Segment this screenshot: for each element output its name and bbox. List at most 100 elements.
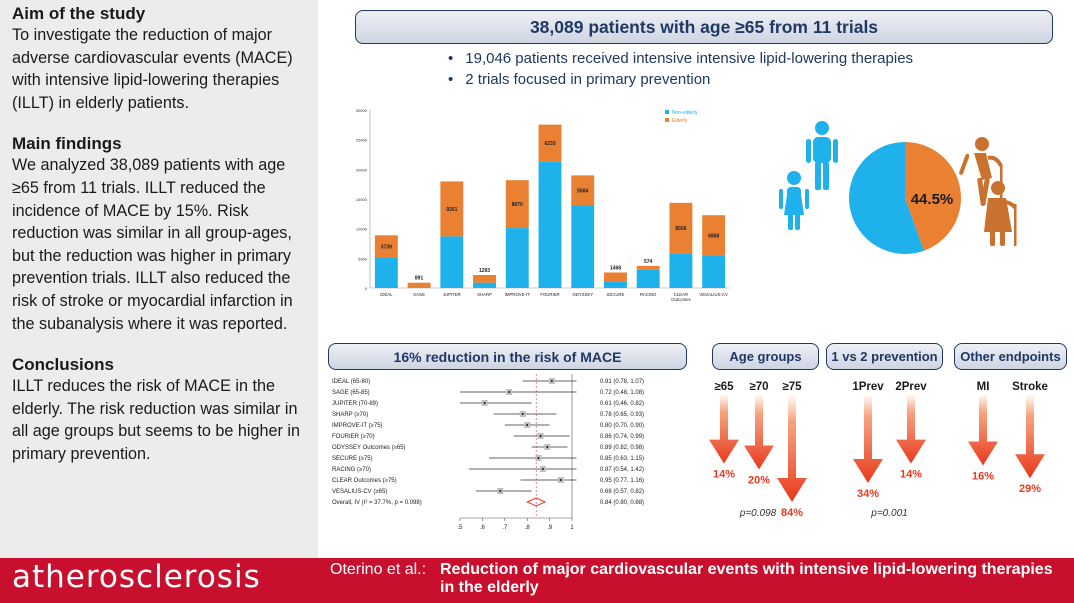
point-estimate bbox=[521, 413, 524, 415]
aim-text: To investigate the reduction of major ad… bbox=[12, 26, 293, 112]
bullet-item: 19,046 patients received intensive inten… bbox=[448, 48, 913, 69]
bar-elderly bbox=[538, 124, 562, 162]
group-label: 1Prev bbox=[852, 381, 884, 393]
bar-data-label: 9261 bbox=[446, 207, 457, 213]
pie-slice-non-elderly bbox=[849, 142, 924, 254]
bar-data-label: 5084 bbox=[577, 188, 588, 194]
elderly-share-graphic: 44.5% bbox=[779, 121, 1017, 254]
prevention-title: 1 vs 2 prevention bbox=[826, 343, 943, 370]
mace-forest-plot: IDEAL (65-80) 0.91 (0.78, 1.07) SAGE (65-8… bbox=[332, 374, 644, 531]
group-label: ≥65 bbox=[714, 381, 734, 393]
study-label: IMPROVE-IT (≥75) bbox=[332, 423, 383, 429]
p-value: p=0.098 bbox=[739, 508, 777, 519]
bar-non-elderly bbox=[505, 228, 529, 288]
y-tick-label: 5000 bbox=[358, 256, 368, 261]
study-label: SHARP (≥70) bbox=[332, 412, 368, 418]
x-category-label: IDEAL bbox=[380, 292, 393, 297]
elderly-people-icon bbox=[959, 137, 1017, 246]
bar-data-label: 8070 bbox=[512, 202, 523, 208]
effect-estimate-text: 0.72 (0.48, 1.08) bbox=[600, 390, 644, 396]
findings-text: We analyzed 38,089 patients with age ≥65… bbox=[12, 156, 293, 333]
risk-reduction-value: 84% bbox=[781, 507, 803, 519]
bar-non-elderly bbox=[538, 161, 562, 288]
journal-name: atherosclerosis bbox=[12, 559, 261, 595]
effect-estimate-text: 0.78 (0.65, 0.93) bbox=[600, 412, 644, 418]
young-people-icon bbox=[779, 121, 838, 230]
study-label: SECURE (≥75) bbox=[332, 456, 373, 462]
point-estimate bbox=[539, 435, 542, 437]
y-tick-label: 10000 bbox=[356, 227, 368, 232]
risk-reduction-arrow bbox=[1015, 394, 1045, 479]
bar-non-elderly bbox=[636, 269, 660, 288]
other-endpoints-title: Other endpoints bbox=[954, 343, 1067, 370]
effect-estimate-text: 0.91 (0.78, 1.07) bbox=[600, 379, 644, 385]
bar-elderly bbox=[571, 175, 595, 206]
footer-bar: atherosclerosis Oterino et al.: Reductio… bbox=[0, 558, 1074, 603]
elderly-share-pie: 44.5% bbox=[849, 142, 961, 254]
bar-elderly bbox=[702, 215, 726, 256]
x-tick-label: .6 bbox=[480, 525, 486, 531]
study-label: RACING (≥70) bbox=[332, 467, 371, 473]
effect-estimate-text: 0.86 (0.74, 0.99) bbox=[600, 434, 644, 440]
overall-diamond bbox=[525, 497, 547, 507]
x-tick-label: .5 bbox=[457, 525, 463, 531]
study-label: VESALIUS-CV (≥65) bbox=[332, 489, 387, 495]
point-estimate bbox=[537, 457, 540, 459]
pie-percentage-label: 44.5% bbox=[911, 191, 954, 208]
x-category-label: CLEAR bbox=[674, 292, 688, 297]
overall-label: Overall, IV (I² = 37.7%, p = 0.098) bbox=[332, 500, 422, 506]
x-tick-label: .8 bbox=[525, 525, 531, 531]
aim-heading: Aim of the study bbox=[12, 4, 146, 23]
risk-reduction-arrow bbox=[896, 394, 926, 464]
x-category-label: Outcomes bbox=[671, 297, 691, 302]
x-category-label: SHARP bbox=[477, 292, 492, 297]
bar-elderly bbox=[636, 265, 660, 270]
effect-estimate-text: 0.87 (0.54, 1.42) bbox=[600, 467, 644, 473]
bar-data-label: 1293 bbox=[479, 268, 490, 274]
point-estimate bbox=[550, 380, 553, 382]
risk-reduction-value: 20% bbox=[748, 474, 770, 486]
point-estimate bbox=[499, 490, 502, 492]
authors: Oterino et al.: bbox=[330, 561, 427, 578]
study-label: ODYSSEY Outcomes (≥65) bbox=[332, 445, 406, 451]
risk-reduction-value: 16% bbox=[972, 471, 994, 483]
conclusions-text: ILLT reduces the risk of MACE in the eld… bbox=[12, 377, 300, 463]
risk-reduction-value: 14% bbox=[713, 469, 735, 481]
risk-reduction-arrow bbox=[777, 394, 807, 502]
x-tick-label: 1 bbox=[570, 525, 574, 531]
study-label: JUPITER (70-89) bbox=[332, 401, 378, 407]
bar-non-elderly bbox=[374, 257, 398, 288]
group-label: 2Prev bbox=[895, 381, 927, 393]
bar-data-label: 891 bbox=[415, 276, 424, 282]
group-label: ≥75 bbox=[782, 381, 802, 393]
bar-elderly bbox=[407, 282, 431, 288]
point-estimate bbox=[526, 424, 529, 426]
x-category-label: IMPROVE-IT bbox=[505, 292, 530, 297]
bar-non-elderly bbox=[604, 281, 627, 288]
group-label: ≥70 bbox=[749, 381, 768, 393]
x-tick-label: .7 bbox=[502, 525, 508, 531]
legend-swatch bbox=[665, 110, 669, 114]
group-label: Stroke bbox=[1012, 381, 1048, 393]
bar-elderly bbox=[604, 272, 627, 282]
bar-elderly bbox=[505, 180, 529, 229]
legend-label: Non-elderly bbox=[672, 110, 698, 116]
effect-estimate-text: 0.61 (0.46, 0.82) bbox=[600, 401, 644, 407]
bar-elderly bbox=[669, 202, 693, 254]
y-tick-label: 25000 bbox=[356, 138, 368, 143]
effect-estimate-text: 0.68 (0.57, 0.82) bbox=[600, 489, 644, 495]
x-category-label: ODYSSEY bbox=[572, 292, 593, 297]
bar-elderly bbox=[440, 181, 464, 237]
risk-reduction-value: 29% bbox=[1019, 483, 1041, 495]
point-estimate bbox=[546, 446, 549, 448]
summary-panel: Aim of the study To investigate the redu… bbox=[0, 0, 318, 558]
bar-non-elderly bbox=[702, 255, 726, 288]
risk-reduction-arrow bbox=[853, 394, 883, 484]
bar-data-label: 1468 bbox=[610, 265, 621, 271]
paper-title: Reduction of major cardiovascular events… bbox=[440, 561, 1053, 596]
effect-estimate-text: 0.89 (0.82, 0.98) bbox=[600, 445, 644, 451]
bar-elderly bbox=[473, 274, 496, 283]
bar-data-label: 6868 bbox=[708, 234, 719, 240]
risk-reduction-arrow bbox=[968, 394, 998, 466]
point-estimate bbox=[559, 479, 562, 481]
